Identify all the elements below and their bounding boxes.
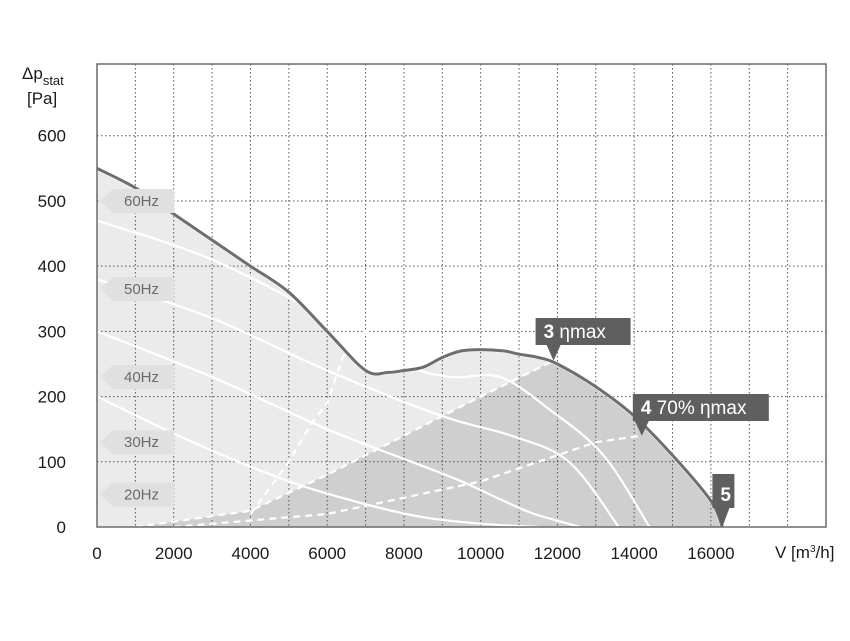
x-tick-label: 6000 <box>308 544 346 563</box>
callout-number: 4 <box>641 398 652 419</box>
speed-curve-40hz <box>97 278 620 528</box>
frequency-label: 20Hz <box>124 486 159 503</box>
frequency-label: 40Hz <box>124 369 159 386</box>
x-tick-label: 10000 <box>457 544 504 563</box>
frequency-tab-30hz: 30Hz <box>100 430 174 455</box>
x-tick-label: 4000 <box>232 544 270 563</box>
x-tick-label: 2000 <box>155 544 193 563</box>
callout-box <box>712 474 735 508</box>
frequency-labels: 60Hz 50Hz 40Hz 30Hz 20Hz <box>100 188 174 507</box>
frequency-tab-shape <box>100 482 174 507</box>
x-tick-label: 12000 <box>534 544 581 563</box>
callout-text: ηmax <box>554 322 606 343</box>
y-tick-label: 400 <box>38 257 66 276</box>
y-tick-label: 300 <box>38 322 66 341</box>
frequency-tab-shape <box>100 430 174 455</box>
operating-point-callouts: 3 ηmax 4 70% ηmax 5 <box>535 318 769 527</box>
system-curve-2 <box>173 434 642 529</box>
frequency-tab-20hz: 20Hz <box>100 482 174 507</box>
callout-box <box>535 318 631 345</box>
callout-point-3: 3 ηmax <box>535 318 631 361</box>
grid <box>97 64 826 527</box>
y-tick-label: 0 <box>57 518 66 537</box>
x-axis-title: V [m3/h] <box>775 543 834 562</box>
speed-curve-20hz <box>97 395 539 528</box>
x-axis-superscript: 3 <box>810 544 816 555</box>
y-tick-label: 200 <box>38 388 66 407</box>
callout-label: 4 70% ηmax <box>641 398 747 419</box>
x-tick-label: 8000 <box>385 544 423 563</box>
callout-pointer <box>546 345 561 361</box>
y-tick-label: 100 <box>38 453 66 472</box>
y-axis-symbol: Δp <box>22 64 43 83</box>
frequency-label: 50Hz <box>124 281 159 298</box>
x-tick-label: 16000 <box>687 544 734 563</box>
system-curves <box>135 317 642 529</box>
callout-point-5: 5 <box>712 474 735 527</box>
max-curve-line <box>96 166 724 528</box>
x-axis-prefix: V [m <box>775 543 810 562</box>
callout-box <box>632 394 769 421</box>
speed-curve-50hz <box>97 219 651 528</box>
frequency-tab-shape <box>100 188 174 213</box>
frequency-tab-50hz: 50Hz <box>100 276 174 301</box>
speed-curve-30hz <box>97 330 581 528</box>
frequency-tab-60hz: 60Hz <box>100 188 174 213</box>
callout-number: 3 <box>544 322 555 343</box>
frequency-tab-40hz: 40Hz <box>100 365 174 390</box>
tick-labels: 0 2000 4000 6000 8000 10000 12000 14000 16000 0 10… <box>38 127 735 563</box>
y-axis-unit: [Pa] <box>27 89 57 108</box>
system-curve-1 <box>135 359 555 529</box>
callout-label: 3 ηmax <box>544 322 607 343</box>
regions <box>97 168 723 528</box>
callout-label: 5 <box>720 485 731 506</box>
x-tick-label: 14000 <box>611 544 658 563</box>
callout-text: 70% ηmax <box>651 398 747 419</box>
frequency-label: 30Hz <box>124 434 159 451</box>
callout-pointer <box>634 421 649 436</box>
frequency-tab-shape <box>100 365 174 390</box>
frequency-tab-shape <box>100 276 174 301</box>
plot-frame <box>96 63 827 528</box>
system-curve-3 <box>249 317 378 515</box>
y-axis-subscript: stat <box>43 73 64 88</box>
y-tick-label: 600 <box>38 127 66 146</box>
y-tick-label: 500 <box>38 192 66 211</box>
frequency-label: 60Hz <box>124 193 159 210</box>
callout-pointer <box>715 508 730 527</box>
callout-number: 5 <box>720 485 731 506</box>
max-curve-group <box>96 166 724 528</box>
y-axis-title: Δpstat <box>22 64 64 88</box>
x-axis-suffix: /h] <box>816 543 835 562</box>
x-tick-label: 0 <box>92 544 101 563</box>
callout-point-4: 4 70% ηmax <box>632 394 769 436</box>
